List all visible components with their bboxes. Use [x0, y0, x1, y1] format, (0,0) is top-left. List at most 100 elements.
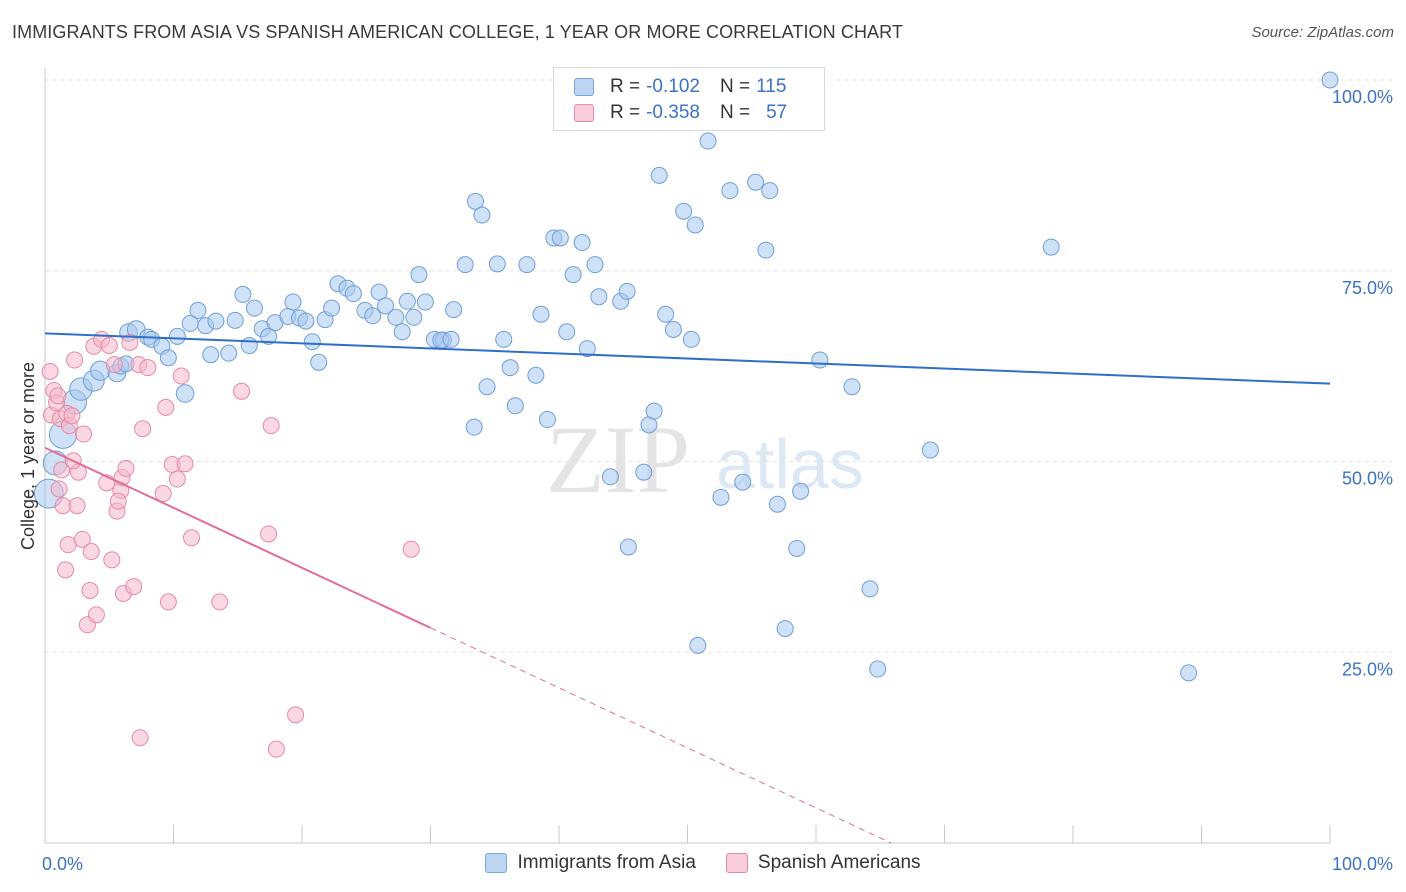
- stats-legend: R = -0.102 N = 115 R = -0.358 N = 57: [553, 67, 825, 131]
- watermark-atlas: atlas: [716, 425, 864, 503]
- data-point: [811, 351, 829, 369]
- stats-row-asia: R = -0.102 N = 115: [574, 75, 786, 99]
- data-point: [68, 497, 86, 515]
- data-point: [532, 305, 550, 323]
- data-point: [675, 202, 693, 220]
- data-point: [75, 425, 93, 443]
- data-point: [176, 455, 194, 473]
- data-point: [234, 285, 252, 303]
- data-point: [344, 285, 362, 303]
- data-point: [81, 581, 99, 599]
- data-point: [66, 351, 84, 369]
- data-point: [699, 132, 717, 150]
- data-point: [445, 301, 463, 319]
- data-point: [619, 538, 637, 556]
- data-point: [682, 330, 700, 348]
- data-point: [601, 468, 619, 486]
- data-point: [57, 561, 75, 579]
- data-point: [527, 366, 545, 384]
- trend-line-extension: [430, 627, 892, 844]
- data-point: [538, 411, 556, 429]
- data-point: [689, 636, 707, 654]
- axes: [44, 68, 1331, 844]
- data-point: [168, 470, 186, 488]
- data-point: [645, 402, 663, 420]
- data-point: [650, 166, 668, 184]
- data-point: [117, 459, 135, 477]
- series-spanish-americans: [41, 330, 420, 758]
- data-point: [416, 293, 434, 311]
- legend-label: Immigrants from Asia: [517, 852, 696, 873]
- stats-row-spanish: R = -0.358 N = 57: [574, 101, 787, 125]
- data-point: [50, 480, 68, 498]
- data-point: [154, 485, 172, 503]
- data-point: [1180, 664, 1198, 682]
- data-point: [54, 497, 72, 515]
- y-tick-label: 25.0%: [1342, 659, 1393, 679]
- data-point: [303, 333, 321, 351]
- data-point: [370, 283, 388, 301]
- tick-labels: 25.0% 50.0% 75.0% 100.0% 0.0% 100.0%: [42, 87, 1393, 874]
- data-point: [488, 255, 506, 273]
- data-point: [63, 407, 81, 425]
- y-tick-label: 50.0%: [1342, 469, 1393, 489]
- data-point: [921, 441, 939, 459]
- data-point: [618, 282, 636, 300]
- data-point: [586, 256, 604, 274]
- data-point: [287, 706, 305, 724]
- data-point: [393, 323, 411, 341]
- data-point: [551, 229, 569, 247]
- n-value: 57: [766, 102, 788, 123]
- data-point: [220, 344, 238, 362]
- data-point: [172, 367, 190, 385]
- data-point: [788, 539, 806, 557]
- data-point: [635, 463, 653, 481]
- data-point: [518, 256, 536, 274]
- data-point: [573, 234, 591, 252]
- data-point: [861, 580, 879, 598]
- y-axis-label: College, 1 year or more: [18, 362, 38, 550]
- data-point: [768, 495, 786, 513]
- data-point: [41, 362, 59, 380]
- data-point: [202, 346, 220, 364]
- data-point: [473, 206, 491, 224]
- data-point: [734, 473, 752, 491]
- data-point: [402, 540, 420, 558]
- data-point: [211, 593, 229, 611]
- data-point: [226, 311, 244, 329]
- data-point: [1321, 71, 1339, 89]
- data-point: [49, 387, 67, 405]
- data-point: [157, 398, 175, 416]
- data-point: [233, 382, 251, 400]
- data-point: [59, 536, 77, 554]
- data-point: [245, 299, 263, 317]
- n-value: 115: [756, 76, 787, 97]
- data-point: [73, 530, 91, 548]
- chart-title: IMMIGRANTS FROM ASIA VS SPANISH AMERICAN…: [12, 22, 904, 42]
- data-point: [159, 593, 177, 611]
- spanish-legend-swatch: [725, 853, 748, 873]
- data-point: [139, 359, 157, 377]
- y-tick-label: 100.0%: [1332, 87, 1393, 107]
- legend-item-asia[interactable]: Immigrants from Asia: [485, 852, 696, 874]
- data-point: [478, 378, 496, 396]
- legend-item-spanish[interactable]: Spanish Americans: [725, 852, 921, 874]
- trend-line: [44, 446, 431, 629]
- data-point: [578, 340, 596, 358]
- data-point: [262, 417, 280, 435]
- data-point: [377, 297, 395, 315]
- data-point: [495, 330, 513, 348]
- data-point: [442, 330, 460, 348]
- data-point: [323, 299, 341, 317]
- data-point: [456, 256, 474, 274]
- watermark-zip: ZIP: [546, 406, 690, 513]
- r-label: R =: [610, 76, 641, 97]
- data-point: [564, 266, 582, 284]
- data-point: [776, 620, 794, 638]
- x-tick-label: 0.0%: [42, 854, 83, 874]
- data-point: [558, 323, 576, 341]
- data-point: [134, 420, 152, 438]
- data-point: [686, 216, 704, 234]
- data-point: [103, 551, 121, 569]
- data-point: [240, 337, 258, 355]
